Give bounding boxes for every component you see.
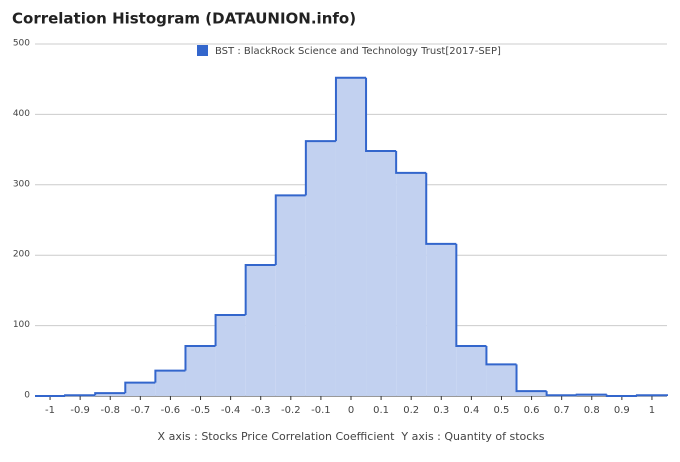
legend-label: BST : BlackRock Science and Technology T… [215, 46, 501, 57]
bar-outline [214, 314, 246, 347]
y-tick-label: 200 [13, 250, 30, 260]
bar-outline [485, 346, 517, 366]
x-tick-label: -0.1 [311, 405, 331, 416]
bar [456, 346, 487, 396]
bar-outline [94, 392, 126, 396]
y-tick-label: 400 [13, 109, 30, 119]
bar [95, 393, 126, 396]
bar [155, 370, 186, 396]
y-tick-label: 0 [24, 391, 30, 401]
bar-outline [244, 264, 276, 316]
x-tick-label: 0.4 [463, 405, 479, 416]
bar-outline [545, 391, 577, 397]
bar-outline [274, 194, 306, 266]
bar [366, 151, 397, 396]
x-tick-label: -0.9 [70, 405, 90, 416]
bar [125, 382, 156, 396]
bar [335, 77, 367, 397]
x-tick-label: -0.6 [161, 405, 181, 416]
x-tick-label: -0.4 [221, 405, 241, 416]
x-tick-label: 0.7 [554, 405, 570, 416]
bar-outline [304, 140, 336, 196]
x-tick-label: -0.8 [100, 405, 120, 416]
bar [245, 265, 276, 396]
bar-outline [124, 381, 156, 394]
x-tick-label: -0.2 [281, 405, 301, 416]
bar [185, 346, 216, 396]
chart-title: Correlation Histogram (DATAUNION.info) [12, 10, 356, 28]
bar-outline [334, 76, 367, 142]
bar [516, 391, 547, 396]
bar-outline [425, 172, 457, 245]
bar-outline [575, 393, 607, 396]
bar-outline [455, 243, 487, 348]
bar [305, 141, 336, 396]
legend-swatch [197, 45, 208, 56]
x-tick-label: 0.2 [403, 405, 419, 416]
bar [275, 195, 306, 396]
x-tick-label: -0.5 [191, 405, 211, 416]
bar-outline [64, 394, 96, 397]
bar-outline [154, 369, 186, 383]
x-tick-label: -0.7 [131, 405, 151, 416]
x-tick-label: 0.9 [614, 405, 630, 416]
x-tick-label: 0.1 [373, 405, 389, 416]
bar [396, 172, 427, 396]
x-tick-label: 0.5 [494, 405, 510, 416]
y-tick-label: 300 [13, 179, 30, 189]
bar-outline [515, 364, 547, 393]
bar [426, 243, 457, 396]
bar [486, 364, 517, 396]
bar-outline [395, 151, 427, 174]
bar-outline [605, 394, 637, 397]
x-tick-label: -0.3 [251, 405, 271, 416]
x-tick-label: 0.8 [584, 405, 600, 416]
x-tick-label: 0 [348, 405, 354, 416]
x-tick-label: 0.3 [433, 405, 449, 416]
y-tick-label: 500 [13, 39, 30, 49]
x-tick-label: 1 [649, 405, 655, 416]
x-tick-label: -1 [45, 405, 55, 416]
x-tick-label: 0.6 [524, 405, 540, 416]
bar [215, 315, 246, 396]
bar-outline [365, 77, 397, 153]
bar-outline [635, 394, 668, 397]
y-tick-label: 100 [13, 320, 30, 330]
bar-outline [184, 345, 216, 371]
x-axis-label: X axis : Stocks Price Correlation Coeffi… [158, 430, 545, 443]
